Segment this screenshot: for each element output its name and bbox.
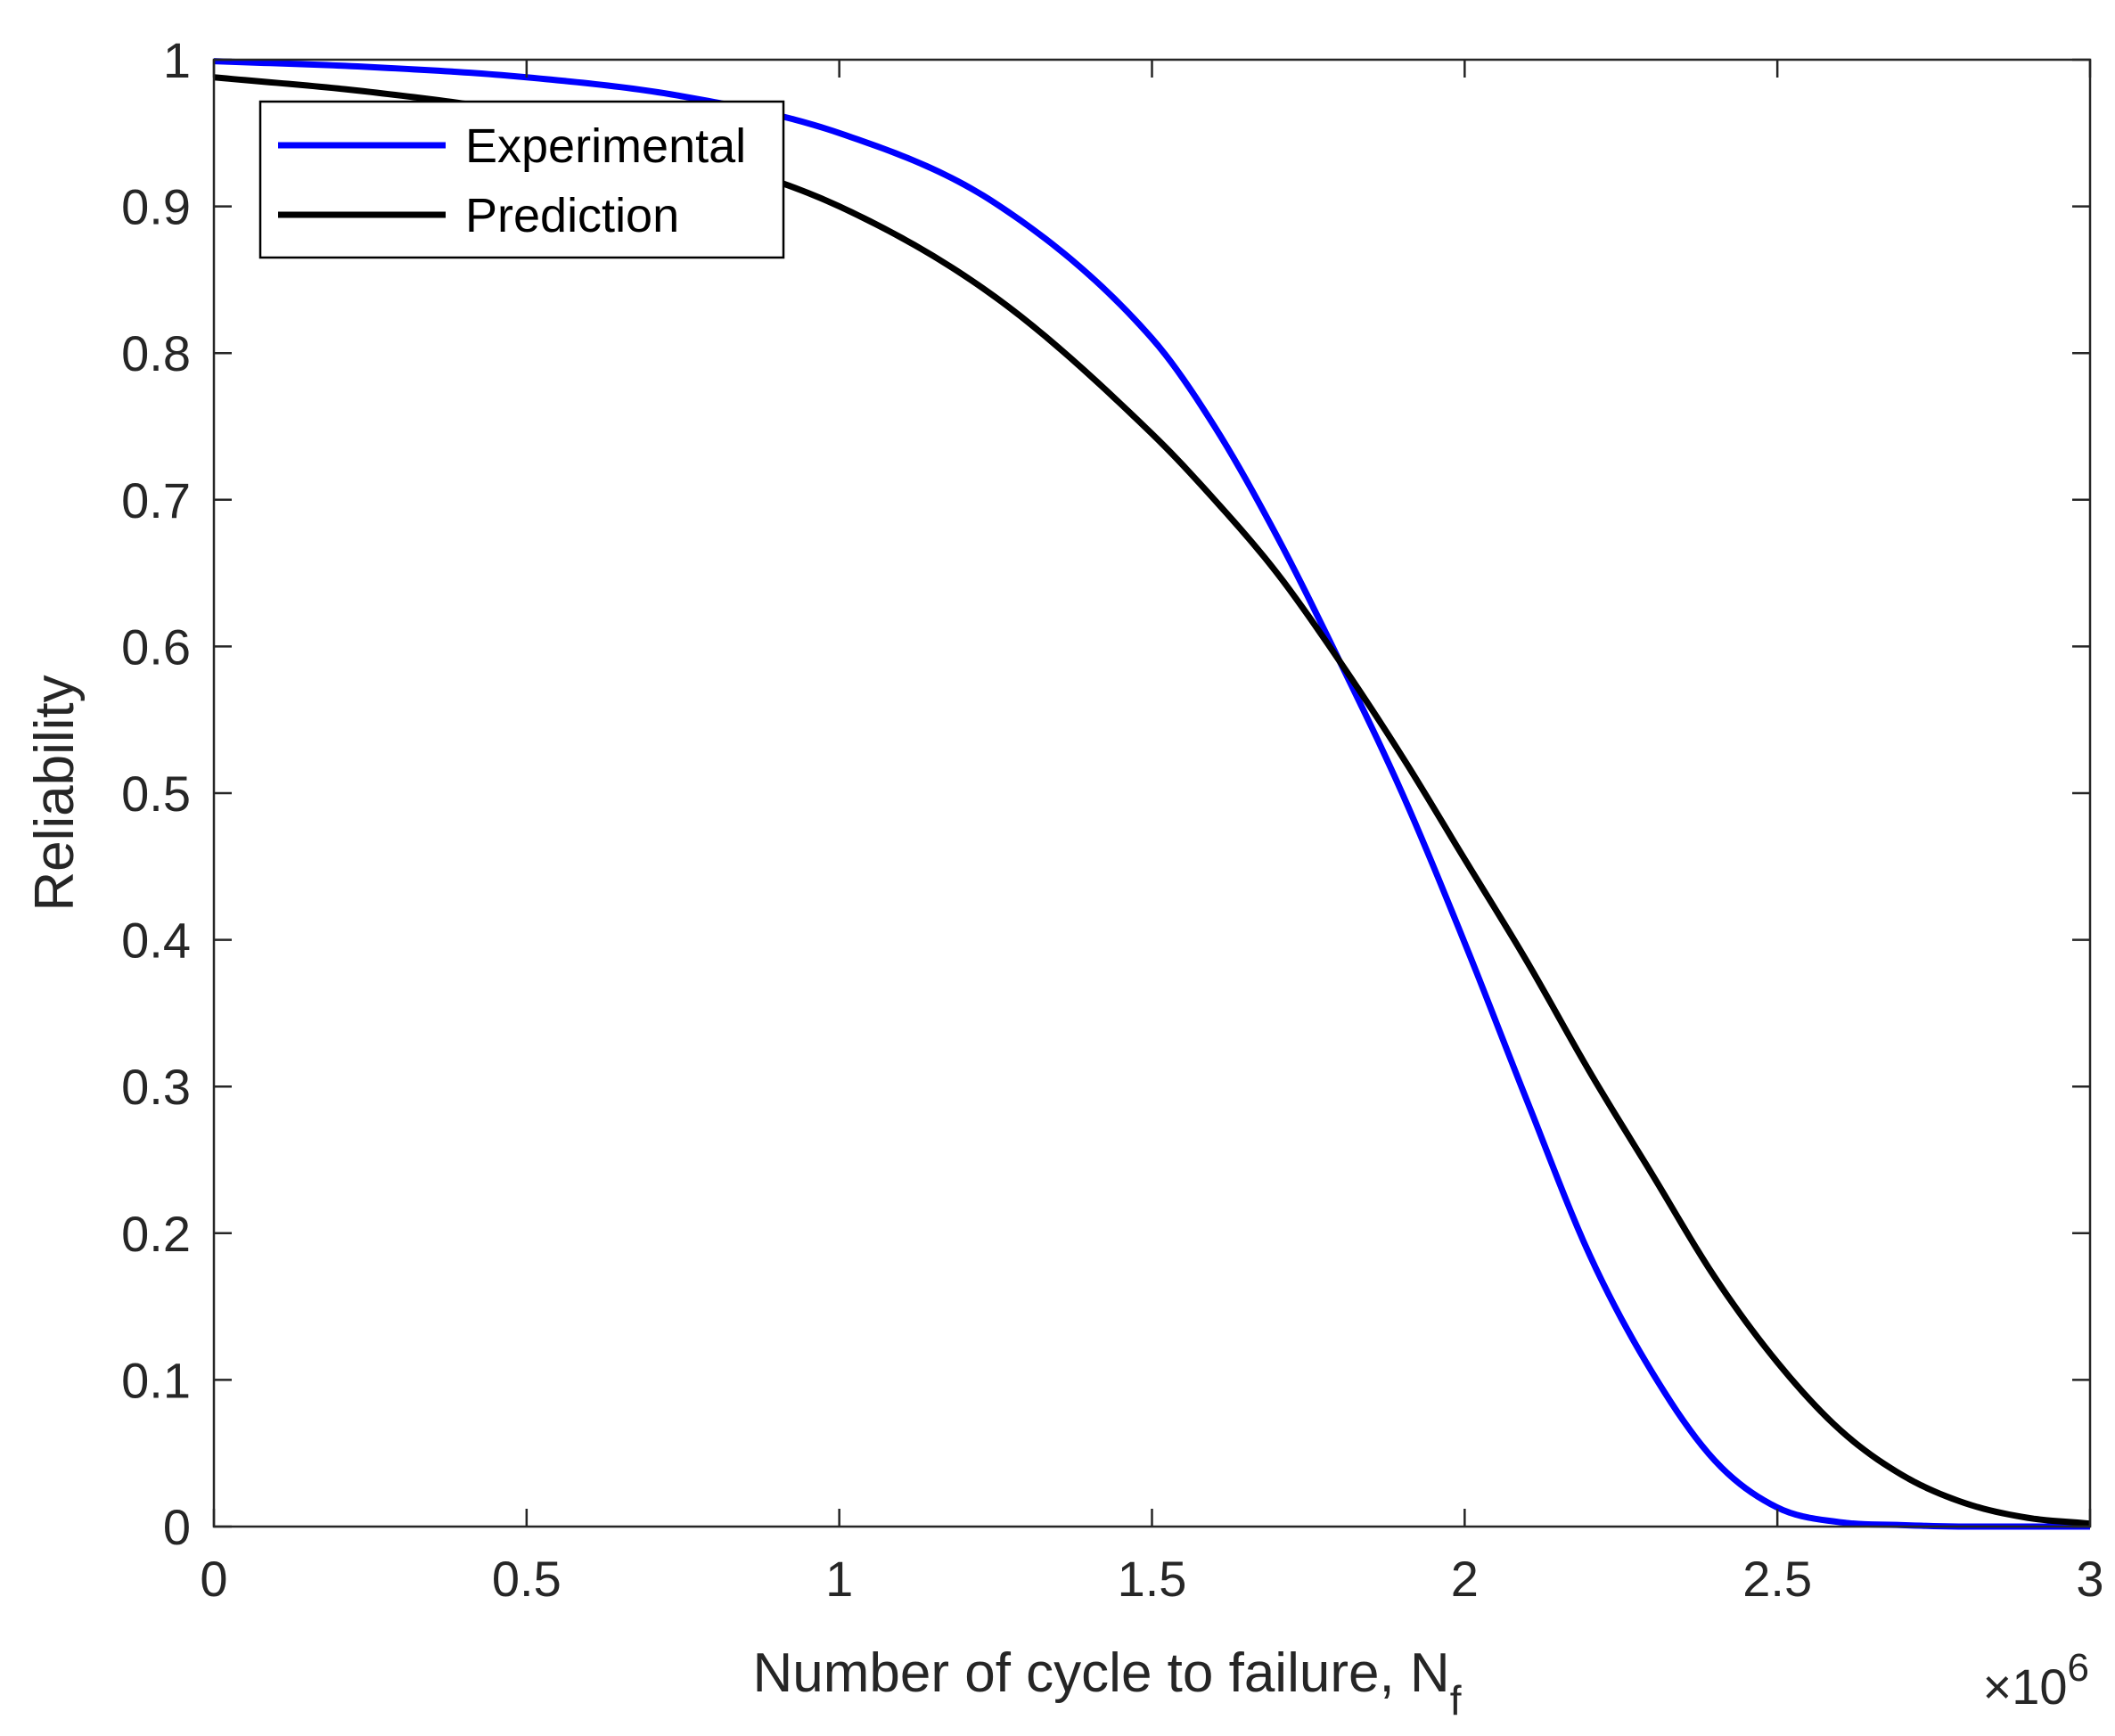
x-axis-exponent-base: ×10 — [1983, 1658, 2068, 1715]
x-tick-label: 1.5 — [1118, 1551, 1187, 1607]
y-tick-label: 0.6 — [121, 618, 191, 675]
x-tick-label: 0.5 — [492, 1551, 562, 1607]
x-axis-exponent: ×106 — [1983, 1646, 2089, 1715]
legend-label-prediction: Prediction — [465, 189, 679, 242]
y-tick-label: 0.9 — [121, 179, 191, 235]
x-tick-label: 0 — [200, 1551, 227, 1607]
x-axis-exponent-power: 6 — [2068, 1646, 2089, 1690]
tick-layer: 0 0.5 1 1.5 2 2.5 3 0 0.1 0.2 0.3 0.4 0.5 0.6 0.7 0.8 0.… — [121, 32, 2103, 1607]
y-tick-label: 0 — [163, 1499, 191, 1555]
y-tick-label: 0.7 — [121, 472, 191, 528]
plot-area — [214, 60, 2090, 1527]
y-tick-label: 0.4 — [121, 913, 191, 969]
legend: Experimental Prediction — [258, 100, 785, 259]
x-axis-title-main: Number of cycle to failure, N — [753, 1642, 1450, 1704]
legend-box — [258, 100, 785, 259]
x-tick-label: 2 — [1451, 1551, 1479, 1607]
y-tick-label: 0.5 — [121, 766, 191, 822]
y-tick-label: 1 — [163, 32, 191, 88]
y-tick-label: 0.3 — [121, 1059, 191, 1115]
legend-label-experimental: Experimental — [465, 119, 746, 173]
x-tick-label: 2.5 — [1742, 1551, 1812, 1607]
y-tick-label: 0.8 — [121, 325, 191, 381]
y-axis-title: Reliability — [24, 675, 86, 911]
x-axis-title-subscript: f — [1450, 1677, 1462, 1724]
x-tick-label: 3 — [2076, 1551, 2103, 1607]
y-tick-label: 0.2 — [121, 1206, 191, 1262]
x-tick-label: 1 — [825, 1551, 853, 1607]
y-tick-label: 0.1 — [121, 1352, 191, 1408]
x-axis-title: Number of cycle to failure, Nf — [753, 1642, 1462, 1724]
